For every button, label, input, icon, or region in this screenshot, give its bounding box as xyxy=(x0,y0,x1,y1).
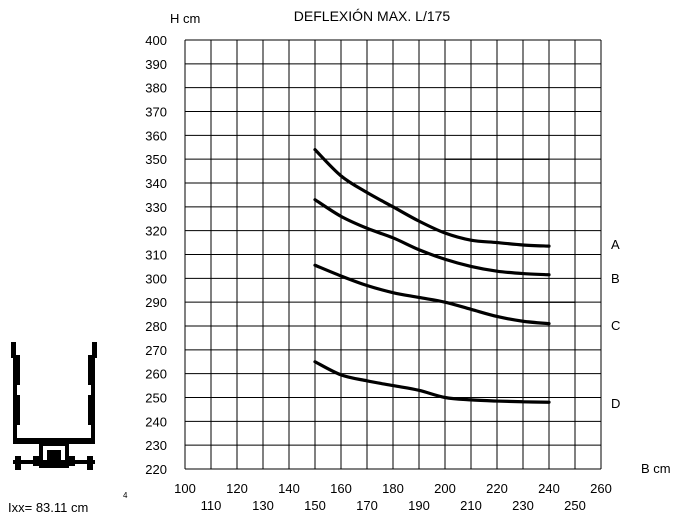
y-axis-label: H cm xyxy=(170,11,200,26)
x-tick-label: 230 xyxy=(512,498,534,513)
y-tick-label: 340 xyxy=(145,176,167,191)
y-tick-label: 250 xyxy=(145,391,167,406)
x-tick-label: 150 xyxy=(304,498,326,513)
x-tick-label: 140 xyxy=(278,481,300,496)
x-tick-label: 170 xyxy=(356,498,378,513)
y-axis-ticks: 220 230 240 250 260 270 280 290 300 310 320 330 340 3… xyxy=(145,33,167,477)
series-line-c xyxy=(313,263,551,326)
x-tick-label: 190 xyxy=(408,498,430,513)
y-tick-label: 260 xyxy=(145,367,167,382)
series-label-a: A xyxy=(611,237,620,252)
chart-grid xyxy=(184,39,602,470)
series-label-c: C xyxy=(611,318,620,333)
y-tick-label: 400 xyxy=(145,33,167,48)
y-tick-label: 370 xyxy=(145,105,167,120)
x-tick-label: 250 xyxy=(564,498,586,513)
series-line-d xyxy=(313,360,551,404)
x-tick-label: 160 xyxy=(330,481,352,496)
y-tick-label: 230 xyxy=(145,438,167,453)
y-tick-label: 220 xyxy=(145,462,167,477)
x-tick-label: 180 xyxy=(382,481,404,496)
x-axis-ticks: 100 120 140 160 180 200 220 240 260 110 130 150 170 1… xyxy=(174,481,612,513)
series-label-b: B xyxy=(611,271,620,286)
y-tick-label: 330 xyxy=(145,200,167,215)
y-tick-label: 320 xyxy=(145,224,167,239)
x-axis-label: B cm xyxy=(641,461,671,476)
y-tick-label: 280 xyxy=(145,319,167,334)
series-labels: A B C D xyxy=(611,237,620,411)
x-tick-label: 100 xyxy=(174,481,196,496)
y-tick-label: 290 xyxy=(145,295,167,310)
y-tick-label: 350 xyxy=(145,152,167,167)
series-lines xyxy=(313,148,551,404)
x-tick-label: 120 xyxy=(226,481,248,496)
y-tick-label: 270 xyxy=(145,343,167,358)
x-tick-label: 200 xyxy=(434,481,456,496)
series-label-d: D xyxy=(611,396,620,411)
x-tick-label: 220 xyxy=(486,481,508,496)
x-tick-label: 130 xyxy=(252,498,274,513)
profile-section-drawing xyxy=(11,342,97,470)
extra-marks xyxy=(445,158,575,303)
ixx-exponent: 4 xyxy=(123,491,128,500)
y-tick-label: 390 xyxy=(145,57,167,72)
x-tick-label: 210 xyxy=(460,498,482,513)
x-tick-label: 110 xyxy=(201,498,222,513)
x-tick-label: 260 xyxy=(590,481,612,496)
y-tick-label: 310 xyxy=(145,248,167,263)
y-tick-label: 240 xyxy=(145,414,167,429)
x-tick-label: 240 xyxy=(538,481,560,496)
y-tick-label: 360 xyxy=(145,128,167,143)
y-tick-label: 300 xyxy=(145,271,167,286)
ixx-label: Ixx= 83.11 cm xyxy=(8,500,88,515)
chart-title: DEFLEXIÓN MAX. L/175 xyxy=(294,8,451,24)
series-line-b xyxy=(313,198,551,277)
y-tick-label: 380 xyxy=(145,81,167,96)
series-line-a xyxy=(313,148,551,248)
